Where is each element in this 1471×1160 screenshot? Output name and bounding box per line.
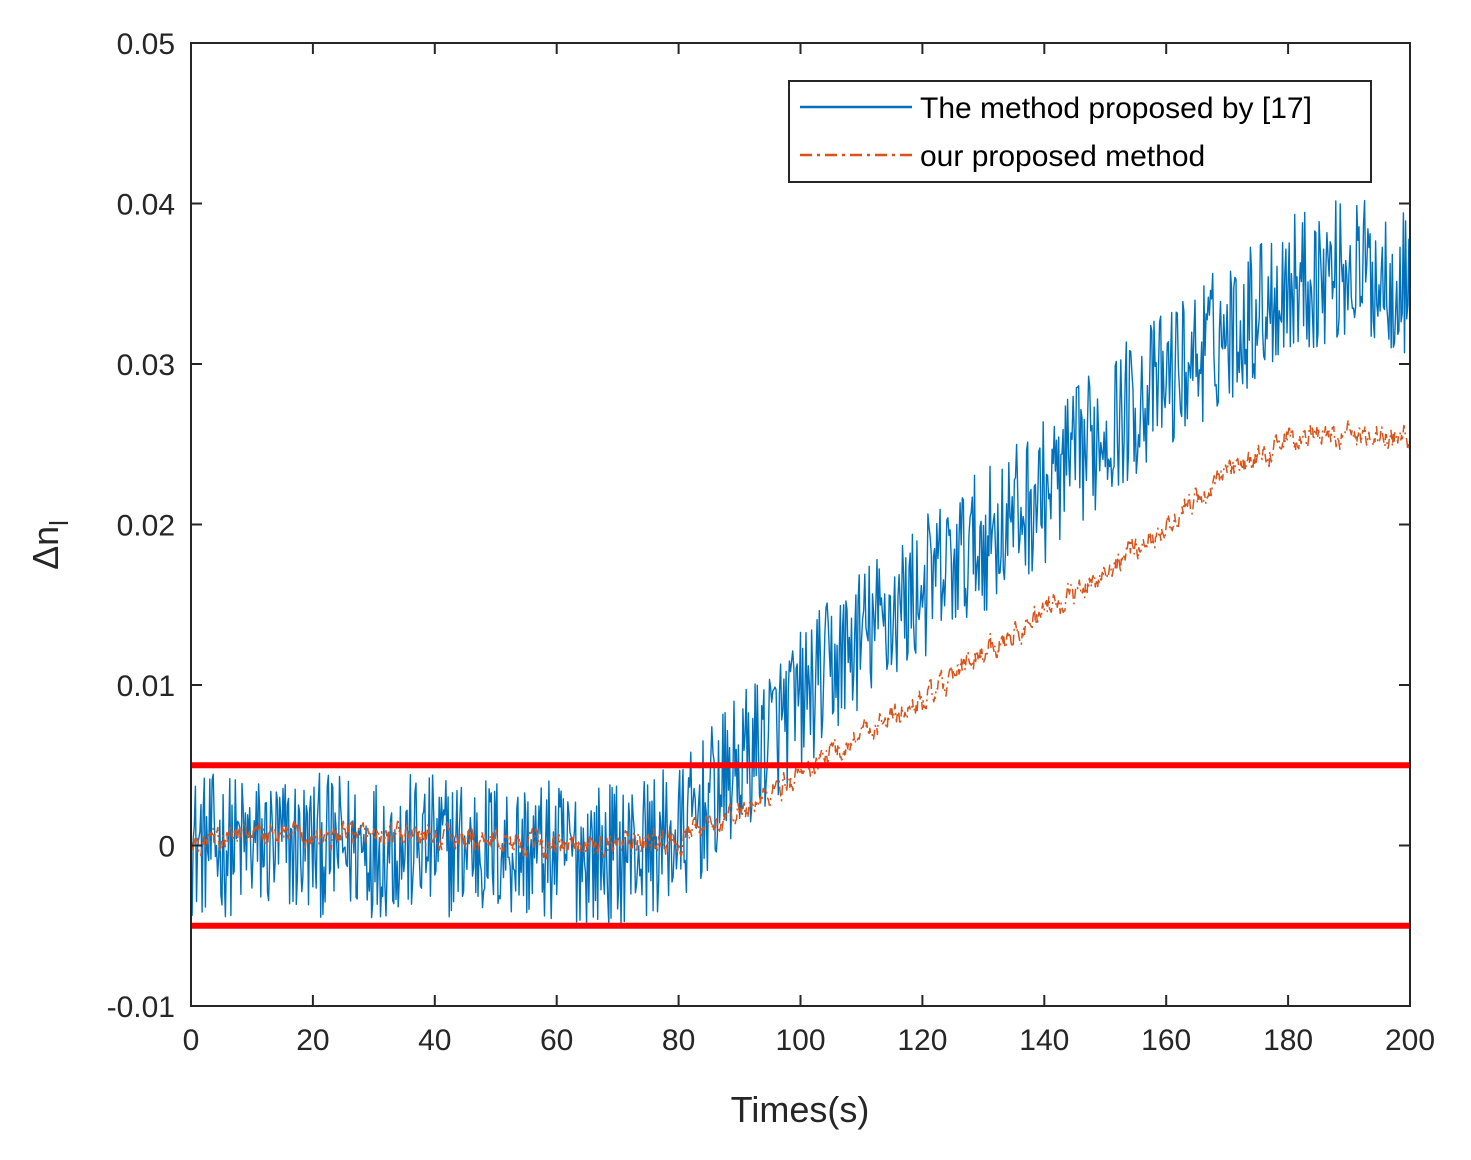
legend-label-series-0: The method proposed by [17] — [920, 92, 1312, 125]
y-tick-label: 0.05 — [117, 28, 175, 61]
y-axis-label-subscript: l — [44, 520, 74, 526]
y-tick-label: 0.01 — [117, 670, 175, 703]
x-tick-label: 120 — [897, 1024, 947, 1057]
legend-box — [788, 80, 1372, 183]
y-axis-label-main: Δn — [25, 526, 66, 570]
y-axis-label: Δnl — [25, 520, 74, 570]
svg-text:Δnl: Δnl — [25, 520, 74, 570]
y-tick-label: 0.03 — [117, 349, 175, 382]
x-tick-label: 160 — [1141, 1024, 1191, 1057]
x-tick-label: 200 — [1385, 1024, 1435, 1057]
y-tick-label: 0.02 — [117, 510, 175, 543]
x-tick-label: 100 — [775, 1024, 825, 1057]
x-tick-label: 60 — [540, 1024, 573, 1057]
y-tick-label: 0.04 — [117, 189, 175, 222]
plot-area — [191, 43, 1410, 1006]
x-tick-label: 80 — [662, 1024, 695, 1057]
legend: The method proposed by [17] our proposed… — [788, 80, 1372, 183]
y-tick-label: 0 — [158, 831, 175, 864]
series-line-0 — [190, 199, 1411, 926]
y-tick-label: -0.01 — [107, 991, 175, 1024]
threshold-layer — [191, 762, 1410, 929]
x-tick-label: 40 — [418, 1024, 451, 1057]
x-tick-label: 140 — [1019, 1024, 1069, 1057]
legend-label-series-1: our proposed method — [920, 140, 1205, 173]
x-axis-label: Times(s) — [731, 1089, 870, 1130]
series-line-1 — [190, 419, 1411, 860]
x-tick-label: 0 — [183, 1024, 200, 1057]
series-layer — [190, 199, 1411, 926]
x-tick-label: 180 — [1263, 1024, 1313, 1057]
tick-layer: 0 20 40 60 80 100 120 140 160 180 200-0.0100.010.0… — [107, 28, 1435, 1057]
x-tick-label: 20 — [296, 1024, 329, 1057]
